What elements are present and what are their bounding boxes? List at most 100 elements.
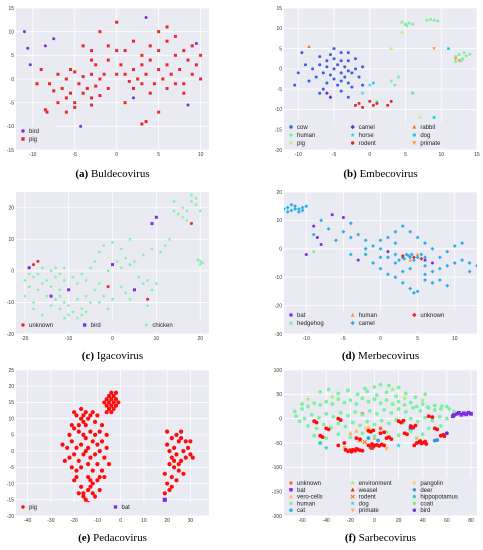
legend-label: bird bbox=[420, 508, 430, 514]
legend-label: vero-cells bbox=[297, 495, 323, 501]
data-point bbox=[360, 396, 365, 401]
y-tick-label: 15 bbox=[8, 6, 14, 12]
data-point bbox=[148, 91, 152, 95]
legend-item: bird bbox=[412, 508, 430, 514]
y-tick-label: 5 bbox=[11, 53, 14, 59]
legend-item: bat bbox=[113, 505, 131, 511]
points-layer bbox=[60, 390, 195, 506]
data-point bbox=[423, 263, 427, 268]
data-point bbox=[140, 122, 144, 126]
data-point bbox=[285, 209, 290, 214]
legend-label: chicken bbox=[152, 323, 172, 329]
data-point bbox=[411, 406, 415, 410]
data-point bbox=[415, 419, 420, 424]
data-point bbox=[188, 439, 193, 444]
data-point bbox=[167, 449, 172, 454]
legend-swatch bbox=[412, 481, 417, 485]
legend-label: bat bbox=[122, 505, 131, 511]
data-point bbox=[387, 383, 391, 388]
data-point bbox=[339, 51, 343, 55]
data-point bbox=[324, 399, 329, 404]
data-point bbox=[111, 400, 116, 405]
data-point bbox=[384, 446, 389, 452]
legend-swatch bbox=[412, 124, 417, 129]
legend: bird pig bbox=[17, 126, 57, 148]
data-point bbox=[88, 429, 93, 434]
legend-item: human bbox=[289, 501, 315, 507]
data-point bbox=[69, 423, 74, 428]
data-point bbox=[410, 91, 415, 95]
data-point bbox=[92, 259, 97, 264]
legend-item: horse bbox=[350, 132, 374, 139]
data-point bbox=[426, 426, 431, 431]
legend-label: unknown bbox=[29, 323, 53, 329]
data-point bbox=[324, 411, 329, 416]
data-point bbox=[111, 263, 114, 267]
data-point bbox=[173, 82, 177, 86]
data-point bbox=[45, 110, 49, 114]
data-point bbox=[145, 303, 150, 308]
y-tick-label: 50 bbox=[276, 392, 282, 398]
data-point bbox=[190, 44, 194, 48]
data-point bbox=[79, 312, 84, 317]
data-point bbox=[368, 99, 372, 103]
legend-label: human bbox=[359, 313, 377, 319]
y-tick-label: 0 bbox=[11, 269, 14, 275]
data-point bbox=[348, 398, 353, 403]
data-point bbox=[466, 410, 471, 415]
x-tick-label: 80 bbox=[468, 518, 474, 524]
data-point bbox=[457, 59, 461, 63]
y-tick-label: -10 bbox=[275, 107, 282, 113]
data-point bbox=[389, 79, 393, 83]
data-point bbox=[102, 474, 107, 480]
legend-item: primate bbox=[412, 141, 441, 147]
data-point bbox=[314, 420, 319, 425]
data-point bbox=[360, 448, 365, 453]
data-point bbox=[437, 414, 442, 419]
legend-label: weasel bbox=[358, 488, 378, 494]
data-point bbox=[44, 294, 49, 298]
data-point bbox=[384, 398, 389, 403]
data-point bbox=[419, 256, 424, 261]
data-point bbox=[104, 397, 109, 402]
data-point bbox=[74, 413, 79, 418]
data-point bbox=[43, 108, 47, 112]
data-point bbox=[64, 77, 68, 81]
data-point bbox=[378, 238, 383, 243]
legend-swatch bbox=[144, 322, 149, 327]
data-point bbox=[99, 423, 105, 428]
legend-label: hippopotamus bbox=[420, 495, 458, 501]
data-point bbox=[98, 77, 102, 81]
data-point bbox=[79, 271, 84, 276]
data-point bbox=[305, 396, 311, 402]
points-layer bbox=[284, 202, 477, 295]
data-point bbox=[411, 22, 415, 26]
data-point bbox=[350, 71, 354, 75]
data-point bbox=[336, 397, 341, 402]
data-point bbox=[62, 278, 67, 283]
data-point bbox=[85, 461, 91, 467]
data-point bbox=[396, 442, 402, 448]
panel-caption: (e) Pedacovirus bbox=[78, 532, 147, 544]
legend-swatch bbox=[289, 313, 293, 317]
data-point bbox=[378, 255, 383, 260]
data-point bbox=[188, 452, 193, 457]
data-point bbox=[148, 58, 152, 62]
x-tick-label: -5 bbox=[332, 152, 337, 158]
data-point bbox=[98, 30, 102, 34]
data-point bbox=[178, 436, 184, 441]
data-point bbox=[169, 72, 173, 76]
data-point bbox=[354, 446, 359, 451]
legend-swatch bbox=[288, 494, 294, 499]
data-point bbox=[414, 436, 419, 441]
data-point bbox=[438, 424, 443, 428]
data-point bbox=[317, 415, 321, 420]
data-point bbox=[319, 243, 323, 247]
data-point bbox=[98, 94, 102, 98]
data-point bbox=[304, 204, 309, 209]
data-point bbox=[116, 400, 121, 405]
legend-label: human bbox=[297, 501, 315, 507]
legend-label: human bbox=[297, 133, 315, 139]
data-point bbox=[106, 285, 110, 289]
